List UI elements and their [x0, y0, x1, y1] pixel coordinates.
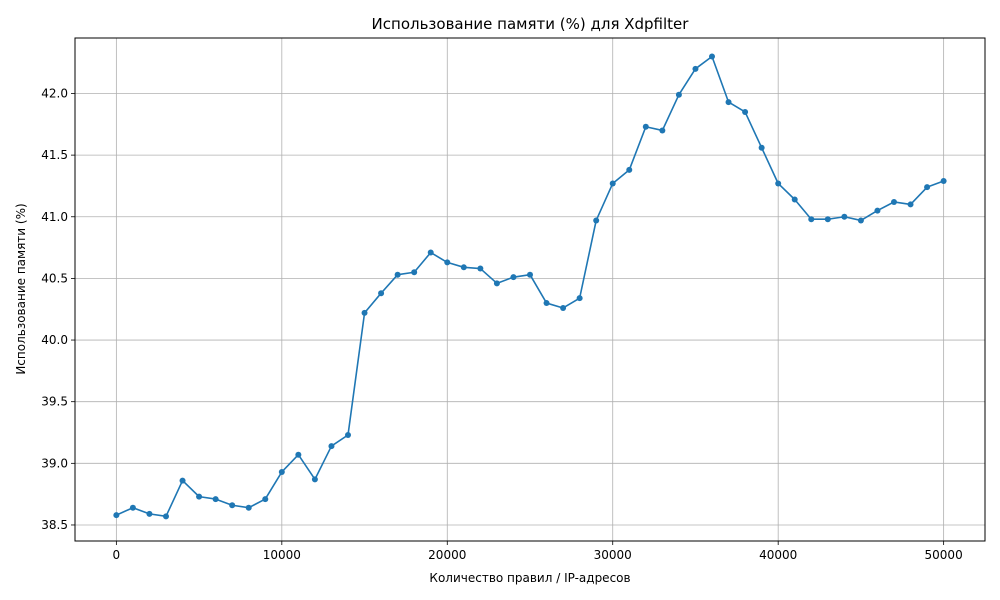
data-point	[295, 451, 302, 458]
data-point	[493, 280, 500, 287]
data-point	[659, 127, 666, 134]
data-point	[593, 217, 600, 224]
data-point	[758, 144, 765, 151]
data-point	[907, 201, 914, 208]
data-point	[113, 512, 120, 519]
data-point	[874, 207, 881, 214]
x-tick-label: 30000	[594, 548, 632, 562]
y-tick-label: 39.0	[41, 456, 68, 470]
y-tick-label: 42.0	[41, 86, 68, 100]
data-point	[791, 196, 798, 203]
data-point	[642, 123, 649, 130]
data-point	[427, 249, 434, 256]
data-point	[460, 264, 467, 271]
y-tick-label: 41.5	[41, 148, 68, 162]
data-point	[229, 502, 236, 509]
x-tick-label: 40000	[759, 548, 797, 562]
x-axis-title: Количество правил / IP-адресов	[429, 571, 630, 585]
y-tick-label: 40.0	[41, 333, 68, 347]
x-tick-label: 20000	[428, 548, 466, 562]
y-tick-label: 40.5	[41, 271, 68, 285]
data-point	[345, 431, 351, 438]
series-group	[113, 53, 947, 520]
data-point	[196, 493, 203, 500]
data-point	[609, 180, 616, 187]
data-point	[394, 271, 401, 278]
data-point	[675, 91, 682, 98]
data-point	[163, 513, 169, 520]
data-point	[411, 269, 418, 276]
x-tick-label: 50000	[925, 548, 963, 562]
y-tick-label: 41.0	[41, 210, 68, 224]
data-point	[560, 304, 567, 311]
data-point	[328, 443, 335, 450]
data-point	[510, 274, 517, 281]
data-point	[212, 496, 219, 503]
y-tick-label: 39.5	[41, 395, 68, 409]
data-point	[477, 265, 484, 272]
data-point	[278, 468, 285, 475]
data-point	[378, 290, 385, 297]
data-point	[924, 184, 931, 191]
data-point	[940, 178, 947, 185]
data-point	[841, 213, 848, 220]
data-point	[245, 504, 252, 511]
chart-title: Использование памяти (%) для Xdpfilter	[372, 15, 690, 33]
data-point	[311, 476, 318, 483]
data-point	[725, 99, 732, 106]
data-point	[262, 496, 269, 503]
data-point	[709, 53, 715, 60]
data-point	[742, 108, 749, 115]
y-tick-label: 38.5	[41, 518, 68, 532]
x-tick-label: 0	[113, 548, 121, 562]
data-point	[146, 510, 153, 517]
y-axis-title: Использование памяти (%)	[14, 203, 28, 374]
data-point	[444, 259, 451, 266]
x-tick-label: 10000	[263, 548, 301, 562]
data-point	[129, 504, 136, 511]
axis-ticks: 0 10000 20000 30000 40000 50000 38.5 39.0 39.5 40…	[41, 86, 962, 562]
data-point	[527, 271, 533, 278]
data-point	[775, 180, 782, 187]
data-point	[361, 309, 368, 316]
data-point	[891, 198, 897, 205]
data-point	[857, 217, 864, 224]
gridlines	[75, 38, 985, 541]
data-point	[808, 216, 815, 223]
plot-frame	[74, 37, 986, 542]
data-point	[626, 166, 633, 173]
data-point	[543, 300, 550, 307]
data-point	[692, 65, 699, 72]
data-point	[824, 216, 831, 223]
data-point	[179, 477, 186, 484]
data-point	[576, 295, 583, 302]
